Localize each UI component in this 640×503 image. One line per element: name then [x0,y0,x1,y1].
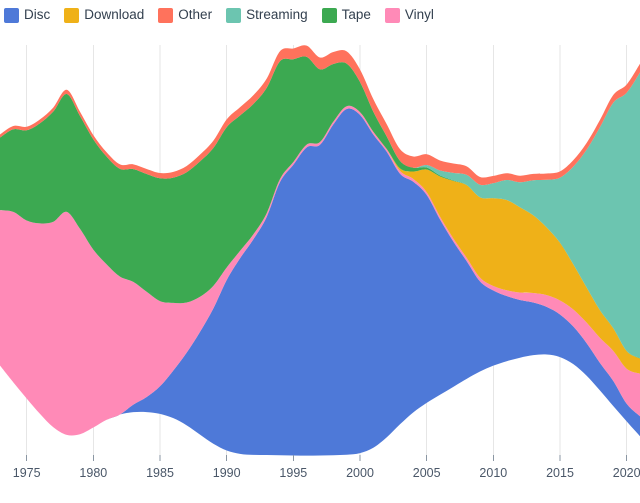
legend-label-disc: Disc [24,7,51,23]
legend-swatch-download [64,7,80,23]
tick-label-2005: 2005 [413,466,441,480]
legend-swatch-vinyl [384,7,400,23]
legend-item-disc[interactable]: Disc [4,7,51,23]
tick-label-1980: 1980 [79,466,107,480]
legend-swatch-streaming [226,7,242,23]
tick-label-2015: 2015 [546,466,574,480]
legend-label-download: Download [84,7,145,23]
tick-label-2010: 2010 [479,466,507,480]
legend-item-other[interactable]: Other [158,7,213,23]
tick-label-1990: 1990 [213,466,241,480]
legend-item-tape[interactable]: Tape [321,7,371,23]
legend-swatch-tape [321,7,337,23]
legend-item-vinyl[interactable]: Vinyl [384,7,434,23]
legend-swatch-other [158,7,174,23]
stream-layer-download[interactable] [0,105,640,374]
tick-label-1975: 1975 [13,466,41,480]
tick-label-2020: 2020 [613,466,640,480]
axis-ticks [26,455,628,461]
legend-item-streaming[interactable]: Streaming [226,7,308,23]
chart-plot-area: 1975 1980 1985 1990 1995 2000 2005 2010 2015 2020 [0,45,640,480]
chart-legend: Disc Download Other Streaming Tape Vinyl [0,0,640,30]
legend-swatch-disc [4,7,19,23]
tick-label-1995: 1995 [279,466,307,480]
stream-layer-tape[interactable] [0,56,640,359]
legend-label-other: Other [178,7,213,23]
tick-label-2000: 2000 [346,466,374,480]
legend-label-vinyl: Vinyl [404,7,434,23]
legend-label-streaming: Streaming [246,7,308,23]
legend-item-download[interactable]: Download [64,7,145,23]
stream-layers [0,45,640,456]
legend-label-tape: Tape [341,7,371,23]
stream-layer-vinyl[interactable] [0,105,640,436]
stream-layer-disc[interactable] [0,108,640,456]
tick-label-1985: 1985 [146,466,174,480]
axis-tick-labels: 1975 1980 1985 1990 1995 2000 2005 2010 2015 2020 [13,466,640,480]
